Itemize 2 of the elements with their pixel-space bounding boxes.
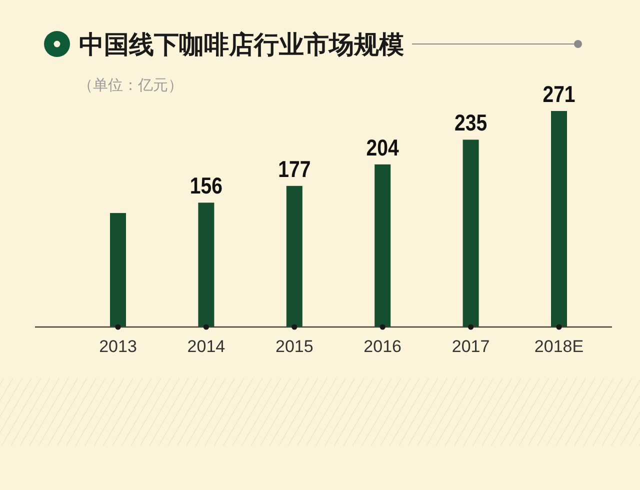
title: 中国线下咖啡店行业市场规模 [79, 31, 404, 59]
subtitle: （单位：亿元） [78, 77, 183, 94]
